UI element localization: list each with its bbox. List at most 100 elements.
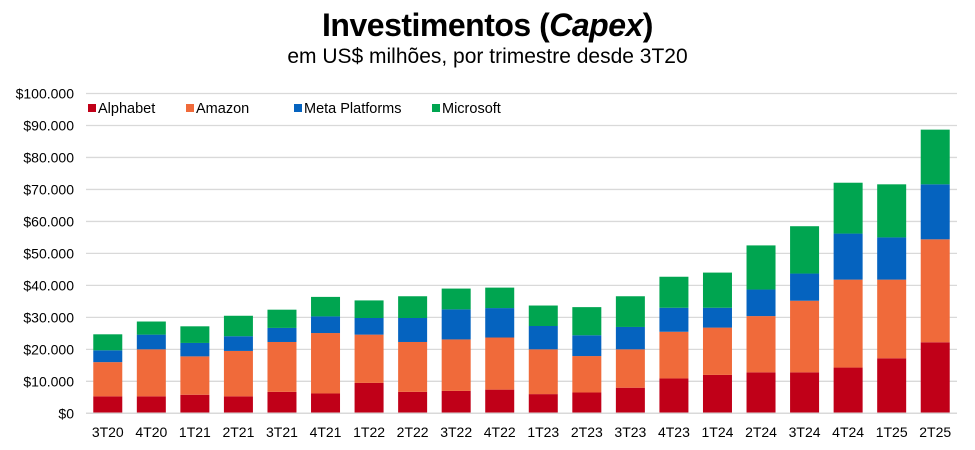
x-tick-label: 3T24 bbox=[789, 424, 821, 440]
y-tick-label: $50.000 bbox=[23, 245, 74, 261]
x-tick-label: 2T22 bbox=[397, 424, 429, 440]
bar-segment-meta-platforms bbox=[659, 307, 689, 332]
bar-stack-3T21 bbox=[267, 309, 297, 414]
bar-stack-3T23 bbox=[615, 296, 645, 414]
bar-segment-alphabet bbox=[93, 396, 123, 414]
bar-stack-2T22 bbox=[398, 296, 428, 414]
bar-segment-microsoft bbox=[746, 245, 776, 290]
chart-title-main: Investimentos ( bbox=[322, 7, 550, 43]
legend-label: Microsoft bbox=[442, 101, 501, 117]
bar-stack-1T22 bbox=[354, 300, 384, 414]
bar-segment-microsoft bbox=[93, 334, 123, 351]
bar-stack-2T21 bbox=[223, 315, 253, 414]
bar-stack-2T24 bbox=[746, 245, 776, 414]
bar-segment-amazon bbox=[223, 350, 253, 397]
bar-segment-microsoft bbox=[180, 326, 210, 343]
bar-segment-alphabet bbox=[528, 394, 558, 414]
bar-segment-alphabet bbox=[833, 367, 863, 414]
y-tick-label: $40.000 bbox=[23, 277, 74, 293]
bars bbox=[93, 129, 950, 414]
bar-segment-alphabet bbox=[267, 391, 297, 414]
bar-segment-alphabet bbox=[311, 393, 341, 414]
bar-segment-microsoft bbox=[398, 296, 428, 318]
chart-title-end: ) bbox=[642, 7, 654, 43]
bar-segment-microsoft bbox=[528, 305, 558, 326]
bar-segment-alphabet bbox=[920, 342, 950, 414]
bar-segment-amazon bbox=[311, 333, 341, 394]
bar-segment-microsoft bbox=[833, 182, 863, 234]
bar-segment-amazon bbox=[746, 316, 776, 373]
x-axis-ticks: 3T20 4T20 1T21 2T21 3T21 4T21 1T22 2T22 3T22 4T22… bbox=[92, 424, 952, 440]
bar-segment-amazon bbox=[398, 341, 428, 392]
y-axis-ticks: $0 $10.000 $20.000 $30.000 $40.000 $50.000 $60… bbox=[16, 86, 75, 422]
y-tick-label: $60.000 bbox=[23, 213, 74, 229]
x-tick-label: 2T23 bbox=[571, 424, 603, 440]
bar-segment-meta-platforms bbox=[398, 317, 428, 342]
bar-segment-alphabet bbox=[354, 382, 384, 414]
bar-segment-amazon bbox=[528, 349, 558, 395]
bar-segment-alphabet bbox=[485, 389, 515, 414]
bar-segment-meta-platforms bbox=[615, 326, 645, 350]
bar-segment-microsoft bbox=[311, 296, 341, 317]
x-tick-label: 4T24 bbox=[832, 424, 864, 440]
x-tick-label: 4T20 bbox=[135, 424, 167, 440]
bar-stack-1T23 bbox=[528, 305, 558, 414]
legend-swatch bbox=[88, 104, 96, 112]
bar-segment-amazon bbox=[920, 239, 950, 343]
x-tick-label: 1T25 bbox=[876, 424, 908, 440]
bar-segment-meta-platforms bbox=[311, 316, 341, 334]
x-tick-label: 4T21 bbox=[310, 424, 342, 440]
bar-segment-meta-platforms bbox=[441, 309, 471, 340]
legend-label: Meta Platforms bbox=[304, 101, 402, 117]
bar-segment-amazon bbox=[267, 341, 297, 392]
y-tick-label: $30.000 bbox=[23, 309, 74, 325]
bar-stack-3T20 bbox=[93, 334, 123, 414]
bar-segment-alphabet bbox=[877, 358, 907, 414]
bar-segment-amazon bbox=[485, 337, 515, 390]
bar-segment-alphabet bbox=[223, 396, 253, 414]
legend-label: Amazon bbox=[196, 101, 249, 117]
bar-stack-1T25 bbox=[877, 184, 907, 414]
x-tick-label: 1T22 bbox=[353, 424, 385, 440]
y-tick-label: $70.000 bbox=[23, 181, 74, 197]
chart-title: Investimentos (Capex) bbox=[0, 6, 975, 44]
bar-segment-amazon bbox=[441, 339, 471, 391]
bar-stack-4T22 bbox=[485, 287, 515, 414]
legend-swatch bbox=[294, 104, 302, 112]
gridlines bbox=[86, 92, 957, 382]
x-tick-label: 2T24 bbox=[745, 424, 777, 440]
bar-segment-amazon bbox=[833, 279, 863, 368]
bar-segment-microsoft bbox=[920, 129, 950, 185]
bar-stack-2T25 bbox=[920, 129, 950, 414]
chart-title-italic: Capex bbox=[549, 7, 643, 43]
bar-segment-microsoft bbox=[790, 226, 820, 274]
bar-segment-alphabet bbox=[136, 396, 166, 414]
legend-swatch bbox=[186, 104, 194, 112]
x-tick-label: 2T21 bbox=[222, 424, 254, 440]
bar-segment-meta-platforms bbox=[790, 273, 820, 301]
bar-segment-meta-platforms bbox=[136, 334, 166, 350]
bar-segment-alphabet bbox=[615, 387, 645, 414]
bar-stack-4T24 bbox=[833, 182, 863, 414]
bar-segment-meta-platforms bbox=[485, 308, 515, 338]
bar-segment-microsoft bbox=[659, 276, 689, 308]
bar-segment-amazon bbox=[93, 362, 123, 397]
y-tick-label: $90.000 bbox=[23, 117, 74, 133]
x-tick-label: 1T24 bbox=[702, 424, 734, 440]
bar-segment-amazon bbox=[790, 300, 820, 373]
bar-segment-amazon bbox=[180, 356, 210, 395]
bar-segment-microsoft bbox=[572, 307, 602, 336]
bar-segment-meta-platforms bbox=[93, 350, 123, 363]
bar-segment-meta-platforms bbox=[528, 325, 558, 350]
x-tick-label: 4T22 bbox=[484, 424, 516, 440]
bar-stack-4T21 bbox=[311, 296, 341, 414]
legend-swatch bbox=[432, 104, 440, 112]
legend-item-microsoft: Microsoft bbox=[432, 101, 501, 117]
bar-segment-meta-platforms bbox=[354, 317, 384, 335]
x-tick-label: 3T20 bbox=[92, 424, 124, 440]
bar-stack-1T24 bbox=[702, 272, 732, 414]
bar-stack-2T23 bbox=[572, 307, 602, 414]
bar-segment-amazon bbox=[877, 279, 907, 359]
bar-segment-microsoft bbox=[267, 309, 297, 328]
